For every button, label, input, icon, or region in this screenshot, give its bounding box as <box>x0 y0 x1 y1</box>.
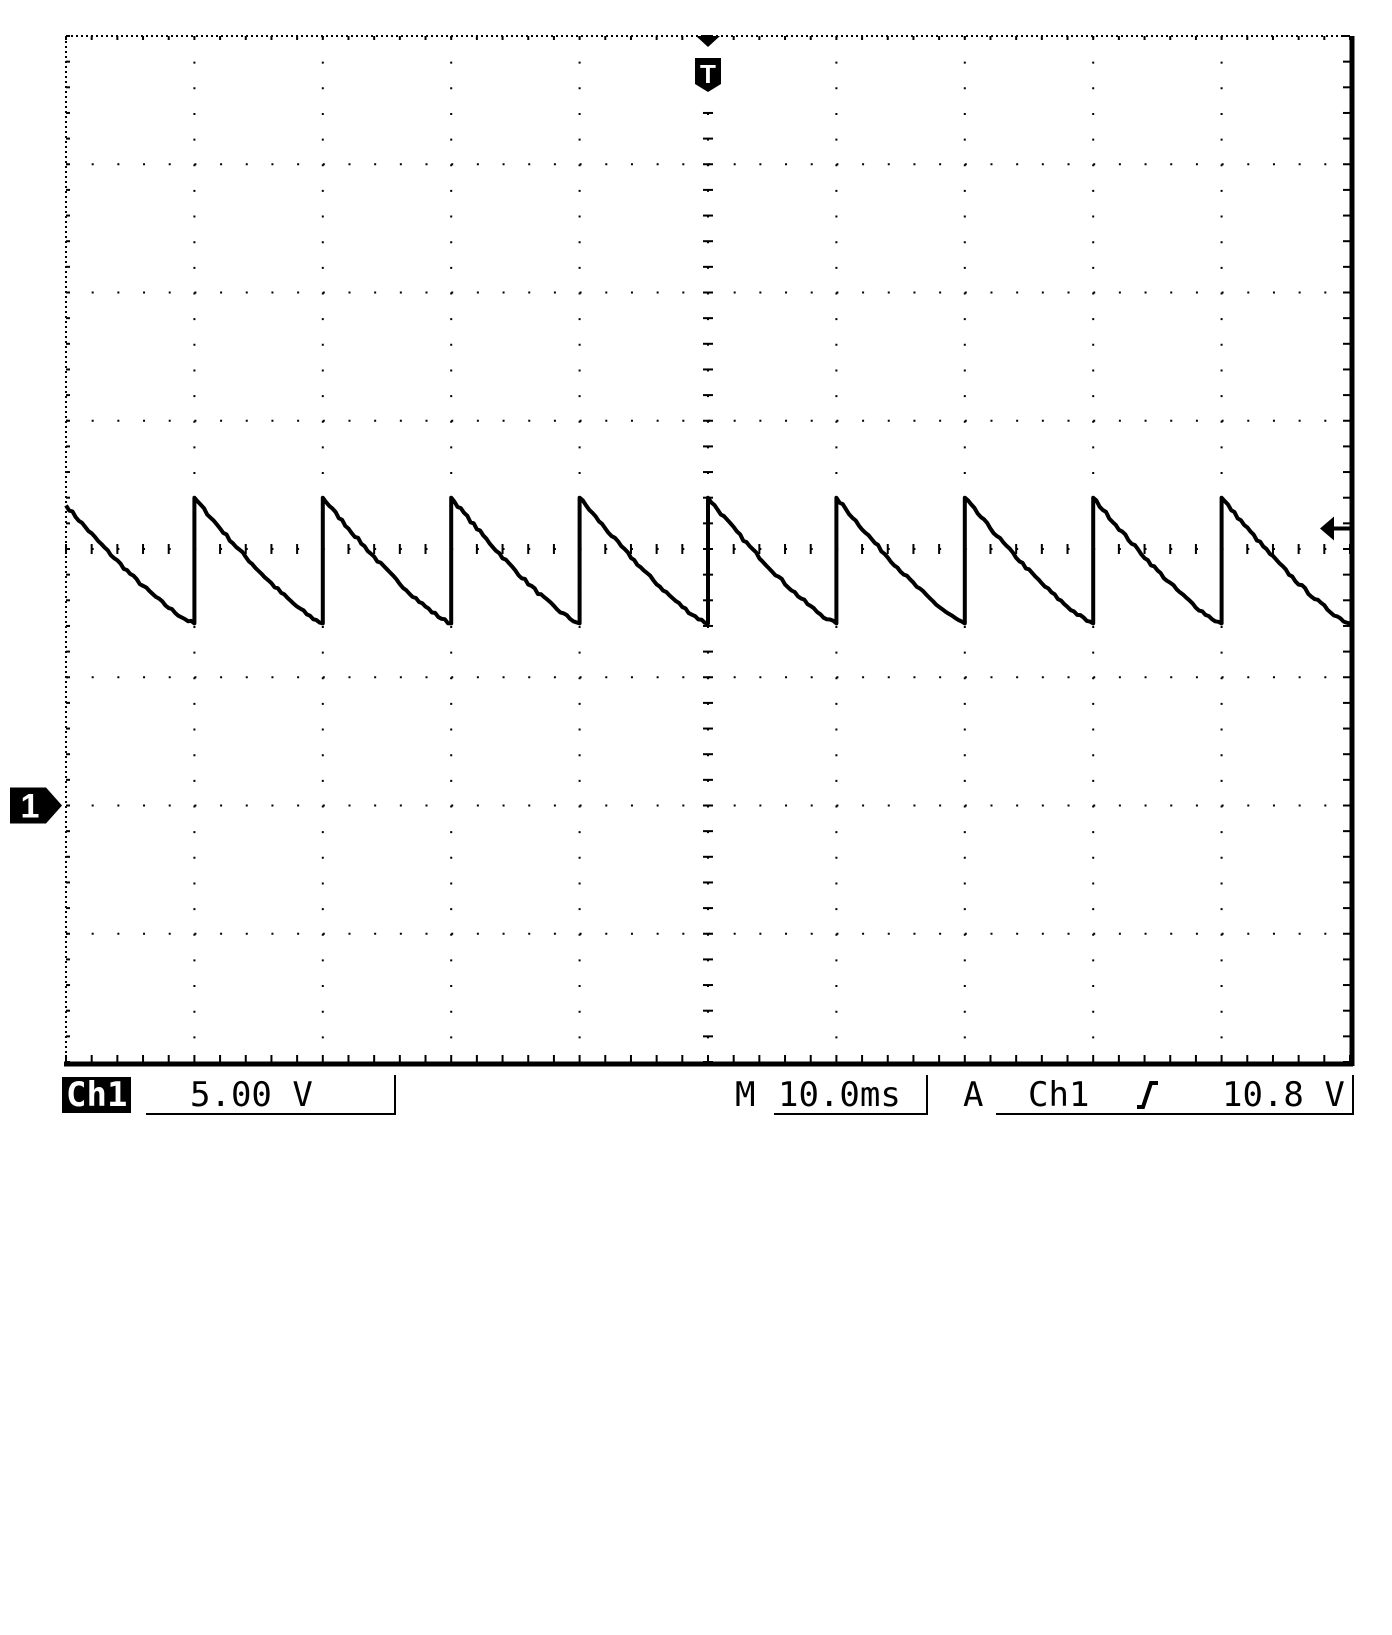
trigger-level-arrow-icon <box>1320 516 1350 541</box>
graticule-frame <box>64 35 1355 1067</box>
trigger-position-marker <box>695 58 721 92</box>
signal-trace <box>64 495 1351 626</box>
trigger-level: 10.8 V <box>1222 1075 1345 1115</box>
oscilloscope-screen: T1 <box>10 35 1355 1067</box>
trace-layer <box>64 495 1351 626</box>
volts-per-div-box <box>146 1075 396 1115</box>
channel-ground-marker <box>10 787 62 824</box>
trigger-marker-label: T <box>700 59 716 89</box>
rising-edge-icon <box>1137 1081 1158 1109</box>
trigger-source: Ch1 <box>1028 1075 1090 1115</box>
markers-layer: T1 <box>10 36 1350 826</box>
channel-badge: Ch1 <box>62 1077 132 1113</box>
volts-per-div: 5.00 V <box>190 1075 313 1115</box>
readout-bar: Ch1 5.00 V M 10.0ms A Ch1 10.8 V <box>0 1075 1392 1115</box>
timebase-box <box>774 1075 928 1115</box>
channel-marker-label: 1 <box>21 788 40 826</box>
timebase: 10.0ms <box>778 1075 901 1115</box>
trigger-position-arrow-icon <box>696 36 720 47</box>
trigger-mode: A <box>963 1075 984 1115</box>
timebase-prefix: M <box>735 1075 756 1115</box>
trigger-box <box>996 1075 1354 1115</box>
